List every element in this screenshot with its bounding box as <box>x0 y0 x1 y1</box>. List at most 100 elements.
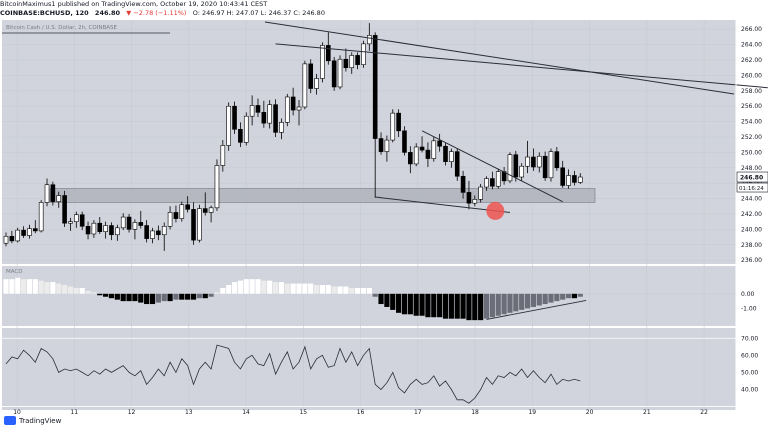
candle <box>495 171 501 187</box>
candle <box>32 228 38 232</box>
macd-bar <box>85 290 91 294</box>
macd-bar <box>108 293 115 299</box>
candle <box>120 216 126 229</box>
candle <box>548 151 554 179</box>
candle <box>367 35 372 45</box>
macd-bar <box>231 282 238 294</box>
candle <box>138 222 144 226</box>
macd-bar <box>401 293 408 315</box>
candle <box>572 175 577 183</box>
macd-bar <box>132 293 138 302</box>
candle <box>167 212 173 227</box>
macd-bar <box>536 293 542 306</box>
candle <box>536 155 542 168</box>
macd-bar <box>38 280 44 294</box>
macd-bar <box>478 293 484 321</box>
trendline <box>275 43 768 89</box>
macd-bar <box>237 280 243 294</box>
y-tick-label: 252.00 <box>741 134 762 141</box>
macd-bar <box>513 293 519 312</box>
macd-bar <box>243 279 249 294</box>
candle <box>279 122 284 133</box>
resistance-trendline <box>264 21 735 95</box>
last-price-tag <box>736 171 768 183</box>
candle <box>56 195 62 202</box>
candle <box>249 105 255 117</box>
macd-bar <box>220 287 226 294</box>
macd-bar <box>91 292 97 294</box>
macd-bar <box>79 287 85 294</box>
candle <box>372 35 378 139</box>
x-tick-label: 14 <box>242 409 250 416</box>
macd-bar <box>483 293 490 319</box>
x-tick-label: 22 <box>700 409 708 416</box>
macd-bar <box>208 293 214 297</box>
candle <box>97 222 103 232</box>
rsi-tick-label: 70.00 <box>741 335 758 342</box>
macd-tick-label: -1.00 <box>741 305 757 312</box>
macd-bar <box>50 282 56 294</box>
candle <box>38 202 44 232</box>
y-tick-label: 262.00 <box>741 57 762 64</box>
tradingview-logo-icon <box>4 416 16 425</box>
candle <box>378 138 384 152</box>
y-tick-label: 236.00 <box>741 257 762 264</box>
macd-bar <box>337 286 343 294</box>
rsi-line <box>5 344 581 404</box>
rsi-tick-label: 60.00 <box>741 352 758 359</box>
candle <box>79 214 85 227</box>
symbol-bar: COINBASE:BCHUSD, 120 246.80 ▼ −2.78 (−1.… <box>0 9 768 18</box>
divergence-arrow <box>486 299 587 320</box>
macd-bar <box>138 293 144 303</box>
candle <box>560 167 566 186</box>
macd-bar <box>15 277 21 294</box>
macd-bar <box>571 293 578 299</box>
candle <box>267 104 273 124</box>
y-tick-label: 238.00 <box>741 242 762 249</box>
candle <box>115 227 120 236</box>
macd-bar <box>67 286 74 294</box>
macd-bar <box>103 293 109 297</box>
candle <box>431 140 437 159</box>
y-tick-label: 240.00 <box>741 226 762 233</box>
publisher-line: BitcoinMaximus1 published on TradingView… <box>0 0 768 9</box>
candle <box>449 151 454 162</box>
macd-bar <box>73 287 79 294</box>
macd-bar <box>20 279 27 294</box>
macd-bar <box>442 293 449 319</box>
macd-bar <box>472 293 478 321</box>
macd-bar <box>577 293 583 297</box>
candle <box>74 214 79 222</box>
x-tick-label: 19 <box>528 409 536 416</box>
macd-bar <box>196 293 202 299</box>
macd-tick-label: 0.00 <box>741 291 755 298</box>
x-tick-label: 18 <box>471 409 479 416</box>
macd-bar <box>278 282 285 294</box>
macd-bar <box>396 293 402 313</box>
macd-bar <box>372 293 378 297</box>
macd-bar <box>419 293 425 316</box>
macd-bar <box>313 285 320 294</box>
macd-bar <box>454 293 460 319</box>
x-tick-label: 17 <box>414 409 422 416</box>
chart-canvas[interactable]: 10 11 12 13 14 15 16 17 18 19 20 21 22 236.00 238.00 24… <box>0 18 768 416</box>
y-tick-label: 258.00 <box>741 88 762 95</box>
macd-bar <box>284 283 290 294</box>
macd-bar <box>554 293 560 302</box>
macd-bar <box>255 279 261 294</box>
macd-bar <box>501 293 507 315</box>
candle <box>443 145 448 162</box>
macd-bar <box>548 293 554 303</box>
macd-bar <box>296 283 302 294</box>
footer-brand: TradingView <box>19 416 62 425</box>
candle <box>173 212 179 219</box>
macd-bar <box>390 293 396 310</box>
macd-bar <box>179 293 185 300</box>
candle <box>331 60 337 88</box>
candle <box>273 104 278 133</box>
candle <box>197 208 202 241</box>
author-line: BitcoinMaximus1 published on TradingView… <box>0 0 268 8</box>
macd-bar <box>185 293 191 300</box>
candle <box>554 151 560 169</box>
candle <box>261 112 267 124</box>
